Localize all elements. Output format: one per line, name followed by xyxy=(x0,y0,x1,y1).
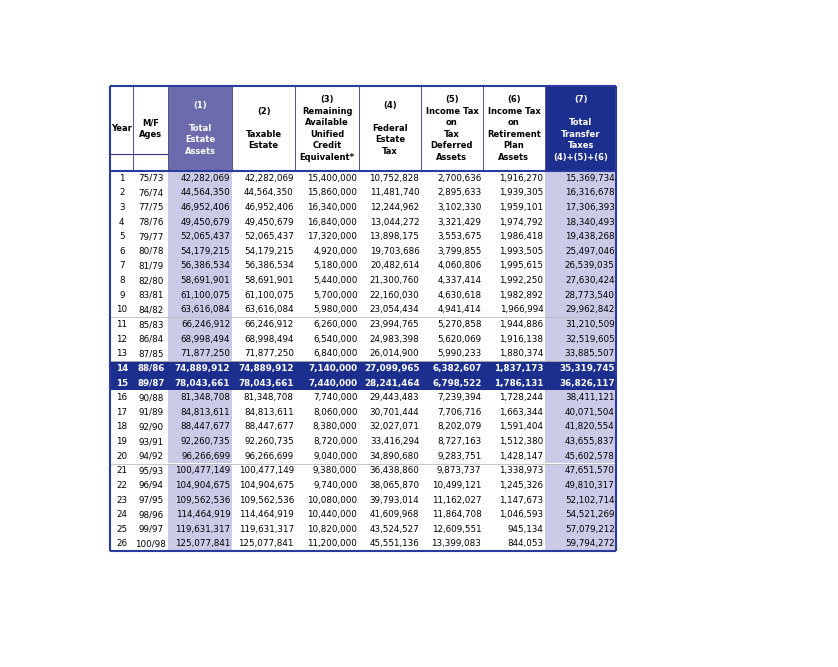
Text: 59,794,272: 59,794,272 xyxy=(565,540,615,548)
Bar xyxy=(168,522,232,537)
Text: 61,100,075: 61,100,075 xyxy=(244,291,294,299)
Text: 42,282,069: 42,282,069 xyxy=(181,173,230,183)
Bar xyxy=(545,259,616,273)
Text: 5,980,000: 5,980,000 xyxy=(313,305,357,314)
Bar xyxy=(545,200,616,215)
Text: 15,400,000: 15,400,000 xyxy=(308,173,357,183)
Text: 32,027,071: 32,027,071 xyxy=(370,422,419,432)
Bar xyxy=(545,317,616,331)
Text: 92/90: 92/90 xyxy=(138,422,163,432)
Text: 4,941,414: 4,941,414 xyxy=(437,305,481,314)
Bar xyxy=(545,331,616,346)
Text: 41,609,968: 41,609,968 xyxy=(370,510,419,519)
Text: 63,616,084: 63,616,084 xyxy=(181,305,230,314)
Text: 844,053: 844,053 xyxy=(507,540,543,548)
Text: 10,499,121: 10,499,121 xyxy=(432,481,481,490)
Text: 11,864,708: 11,864,708 xyxy=(432,510,481,519)
Text: 36,438,860: 36,438,860 xyxy=(370,466,419,476)
Text: 109,562,536: 109,562,536 xyxy=(239,496,294,504)
Bar xyxy=(421,86,483,171)
Text: 43,655,837: 43,655,837 xyxy=(565,437,615,446)
Text: 3: 3 xyxy=(119,203,125,212)
Text: 9,283,751: 9,283,751 xyxy=(437,452,481,461)
Bar xyxy=(545,493,616,508)
Text: 1,046,593: 1,046,593 xyxy=(499,510,543,519)
Text: 78,043,661: 78,043,661 xyxy=(175,379,230,388)
Text: 46,952,406: 46,952,406 xyxy=(181,203,230,212)
Text: 114,464,919: 114,464,919 xyxy=(175,510,230,519)
Text: 19,438,268: 19,438,268 xyxy=(565,232,615,241)
Text: 85/83: 85/83 xyxy=(138,320,163,329)
Text: 42,282,069: 42,282,069 xyxy=(245,173,294,183)
Text: 18: 18 xyxy=(116,422,127,432)
Text: 45,551,136: 45,551,136 xyxy=(370,540,419,548)
Text: 7,440,000: 7,440,000 xyxy=(308,379,357,388)
Text: 38,065,870: 38,065,870 xyxy=(370,481,419,490)
Text: 79/77: 79/77 xyxy=(138,232,163,241)
Text: 25: 25 xyxy=(116,525,127,534)
Text: 11,481,740: 11,481,740 xyxy=(370,188,419,197)
Text: 82/80: 82/80 xyxy=(138,276,163,285)
Text: 54,179,215: 54,179,215 xyxy=(181,247,230,256)
Text: 4,630,618: 4,630,618 xyxy=(437,291,481,299)
Text: (3)
Remaining
Available
Unified
Credit
Equivalent*: (3) Remaining Available Unified Credit E… xyxy=(300,95,354,161)
Text: 4,337,414: 4,337,414 xyxy=(437,276,481,285)
Text: 80/78: 80/78 xyxy=(138,247,163,256)
Text: 16: 16 xyxy=(116,393,127,402)
Text: 89/87: 89/87 xyxy=(137,379,164,388)
Bar xyxy=(168,493,232,508)
Text: 114,464,919: 114,464,919 xyxy=(239,510,294,519)
Text: 15,860,000: 15,860,000 xyxy=(308,188,357,197)
Text: 96/94: 96/94 xyxy=(138,481,163,490)
Text: 9,873,737: 9,873,737 xyxy=(437,466,481,476)
Text: 17,306,393: 17,306,393 xyxy=(565,203,615,212)
Text: 81,348,708: 81,348,708 xyxy=(180,393,230,402)
Bar xyxy=(545,303,616,317)
Text: 52,102,714: 52,102,714 xyxy=(565,496,615,504)
Text: 15: 15 xyxy=(116,379,128,388)
Text: 96,266,699: 96,266,699 xyxy=(245,452,294,461)
Text: 77/75: 77/75 xyxy=(138,203,163,212)
Text: 47,651,570: 47,651,570 xyxy=(565,466,615,476)
Text: 9,380,000: 9,380,000 xyxy=(313,466,357,476)
Text: 29,962,842: 29,962,842 xyxy=(566,305,615,314)
Text: 9,740,000: 9,740,000 xyxy=(313,481,357,490)
Bar xyxy=(359,86,421,171)
Text: 1,974,792: 1,974,792 xyxy=(499,217,543,227)
Text: 88,447,677: 88,447,677 xyxy=(180,422,230,432)
Text: 17: 17 xyxy=(116,408,127,417)
Text: 7,140,000: 7,140,000 xyxy=(308,364,357,373)
Text: 6: 6 xyxy=(119,247,125,256)
Text: 13,898,175: 13,898,175 xyxy=(370,232,419,241)
Text: 54,521,269: 54,521,269 xyxy=(565,510,615,519)
Text: 10,080,000: 10,080,000 xyxy=(308,496,357,504)
Text: 23: 23 xyxy=(116,496,127,504)
Text: 23,994,765: 23,994,765 xyxy=(370,320,419,329)
Bar xyxy=(168,259,232,273)
Bar xyxy=(545,405,616,420)
Text: 104,904,675: 104,904,675 xyxy=(175,481,230,490)
Text: (5)
Income Tax
on
Tax
Deferred
Assets: (5) Income Tax on Tax Deferred Assets xyxy=(426,95,478,161)
Text: 68,998,494: 68,998,494 xyxy=(245,335,294,344)
Text: 24,983,398: 24,983,398 xyxy=(370,335,419,344)
Text: 4: 4 xyxy=(119,217,125,227)
Text: 56,386,534: 56,386,534 xyxy=(244,261,294,271)
Bar xyxy=(545,420,616,434)
Text: 125,077,841: 125,077,841 xyxy=(175,540,230,548)
Bar xyxy=(545,273,616,288)
Text: 8,202,079: 8,202,079 xyxy=(437,422,481,432)
Bar xyxy=(296,86,359,171)
Text: 1,245,326: 1,245,326 xyxy=(499,481,543,490)
Text: 93/91: 93/91 xyxy=(138,437,163,446)
Text: 1,591,404: 1,591,404 xyxy=(499,422,543,432)
Text: 1,663,344: 1,663,344 xyxy=(499,408,543,417)
Text: 12,244,962: 12,244,962 xyxy=(370,203,419,212)
Text: 32,519,605: 32,519,605 xyxy=(565,335,615,344)
Text: 84,813,611: 84,813,611 xyxy=(181,408,230,417)
Bar xyxy=(545,244,616,259)
Text: 119,631,317: 119,631,317 xyxy=(175,525,230,534)
Bar xyxy=(545,522,616,537)
Bar xyxy=(168,420,232,434)
Text: 8,060,000: 8,060,000 xyxy=(313,408,357,417)
Text: 2: 2 xyxy=(119,188,125,197)
